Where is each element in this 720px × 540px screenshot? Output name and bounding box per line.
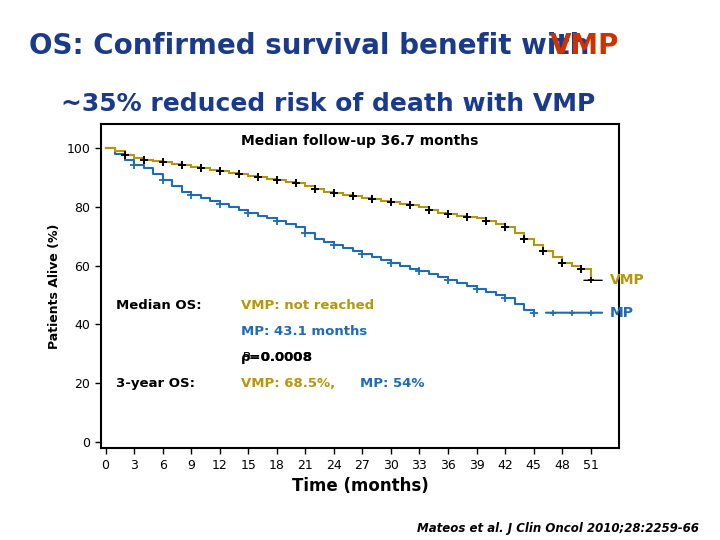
Text: Mateos et al. J Clin Oncol 2010;28:2259-66: Mateos et al. J Clin Oncol 2010;28:2259-…: [417, 522, 698, 535]
Text: ρ=0.0008: ρ=0.0008: [240, 351, 312, 364]
Text: MP: 43.1 months: MP: 43.1 months: [240, 325, 367, 338]
X-axis label: Time (months): Time (months): [292, 477, 428, 495]
Text: MP: MP: [610, 306, 634, 320]
Text: MP: 54%: MP: 54%: [360, 377, 425, 390]
Text: VMP: VMP: [610, 273, 644, 287]
Text: ~35% reduced risk of death with VMP: ~35% reduced risk of death with VMP: [61, 92, 595, 116]
Text: Median OS:: Median OS:: [117, 299, 202, 312]
Y-axis label: Patients Alive (%): Patients Alive (%): [48, 224, 61, 349]
Text: VMP: 68.5%,: VMP: 68.5%,: [240, 377, 335, 390]
Text: VMP: VMP: [550, 32, 619, 60]
Text: $\it{P}$=0.0008: $\it{P}$=0.0008: [240, 351, 312, 364]
Text: OS: Confirmed survival benefit with: OS: Confirmed survival benefit with: [29, 32, 599, 60]
Text: 3-year OS:: 3-year OS:: [117, 377, 195, 390]
Text: Median follow-up 36.7 months: Median follow-up 36.7 months: [241, 134, 479, 148]
Text: VMP: not reached: VMP: not reached: [240, 299, 374, 312]
